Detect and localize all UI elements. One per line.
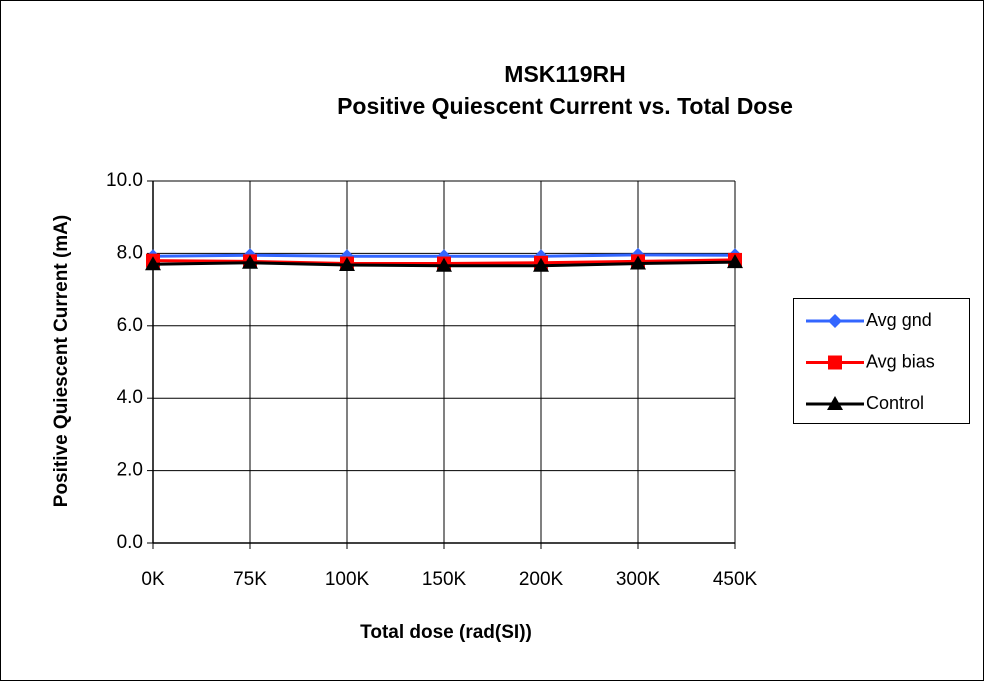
y-axis-label: Positive Quiescent Current (mA) [51,215,72,507]
legend-label: Control [866,393,924,413]
y-tick-label: 2.0 [117,460,143,481]
x-tick-label: 300K [616,569,661,590]
marker [533,257,549,272]
marker [242,254,258,269]
x-axis-label: Total dose (rad(SI)) [360,622,532,643]
y-tick-label: 6.0 [117,315,143,336]
legend-label: Avg bias [866,351,935,371]
y-tick-label: 4.0 [117,387,143,408]
x-tick-label: 150K [422,569,467,590]
x-tick-label: 450K [713,569,758,590]
marker [828,355,842,370]
x-tick-label: 100K [325,569,370,590]
marker [827,396,843,410]
chart-title: MSK119RH [504,61,625,87]
x-tick-label: 0K [141,569,165,590]
chart-subtitle: Positive Quiescent Current vs. Total Dos… [337,93,793,119]
marker [145,256,161,271]
marker [339,256,355,271]
marker [630,255,646,270]
legend-label: Avg gnd [866,310,932,330]
marker [727,254,743,269]
y-tick-label: 0.0 [117,532,143,553]
marker [436,257,452,272]
x-tick-label: 75K [233,569,267,590]
y-tick-label: 8.0 [117,242,143,263]
marker [828,314,842,328]
y-tick-label: 10.0 [106,170,143,191]
x-tick-label: 200K [519,569,564,590]
